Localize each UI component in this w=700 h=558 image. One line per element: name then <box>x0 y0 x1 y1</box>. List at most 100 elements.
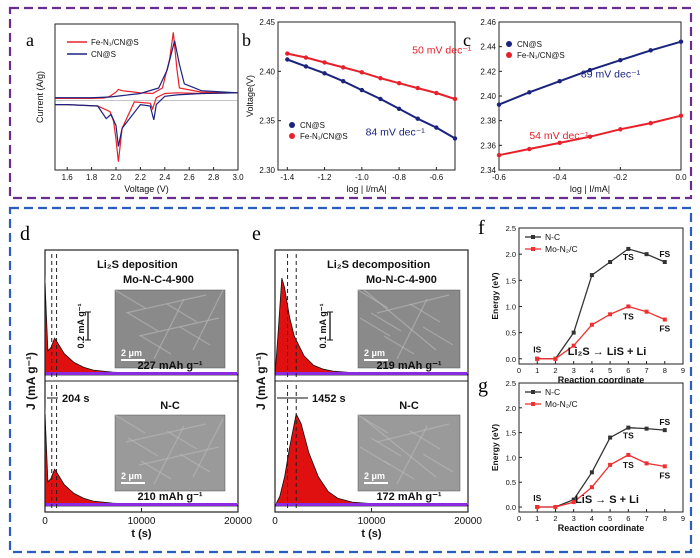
energy-point-g <box>589 485 594 490</box>
x-axis-label-g: Reaction coordinate <box>558 523 645 533</box>
sem-texture-d-top <box>140 335 172 355</box>
legend-label-c: CN@S <box>517 40 542 49</box>
sem-texture-e-bottom <box>376 423 450 443</box>
x-tick-label-b: -1.2 <box>318 173 332 182</box>
tafel-point-c <box>587 134 593 139</box>
reaction-label-g: LiS → S + Li <box>575 494 639 506</box>
energy-line-g <box>537 454 665 508</box>
current-scale-label-e: 0.1 mA g⁻¹ <box>318 304 328 349</box>
sem-texture-e-bottom <box>359 446 391 466</box>
tafel-point-b <box>341 65 346 70</box>
tafel-line-b <box>287 52 456 100</box>
sem-texture-d-top <box>179 326 211 346</box>
tafel-point-c <box>527 146 532 152</box>
tafel-point-b <box>378 96 383 102</box>
slope-label-red-b: 50 mV dec⁻¹ <box>412 45 472 57</box>
bottom-dashed-frame <box>8 206 693 554</box>
energy-line-f <box>537 305 666 360</box>
legend-label-f: N-C <box>545 232 560 242</box>
y-tick-label-g: 1.0 <box>506 453 516 462</box>
tafel-point-b <box>378 76 383 81</box>
tafel-point-c <box>678 113 684 118</box>
tafel-point-c <box>557 79 562 84</box>
x-tick-label-g: 8 <box>663 514 667 523</box>
ts-label-mo-g: TS <box>623 460 634 470</box>
tafel-point-c <box>557 140 562 146</box>
sem-texture-d-bottom <box>114 414 146 434</box>
fs-label-mo-g: FS <box>659 470 670 480</box>
energy-point-f <box>571 343 576 348</box>
ts-label-mo-f: TS <box>623 311 634 321</box>
legend-marker-f <box>531 235 535 239</box>
fs-label-nc-g: FS <box>659 417 670 427</box>
is-label-f: IS <box>533 344 541 354</box>
y-tick-label-c: 2.42 <box>480 67 496 76</box>
x-tick-label-b: -1.0 <box>355 173 369 182</box>
panel-letter-d: d <box>20 223 30 245</box>
tafel-point-c <box>587 67 593 73</box>
y-axis-label-b: Voltage(V) <box>245 75 255 117</box>
sem-texture-e-top <box>359 317 391 337</box>
energy-point-g <box>589 470 594 475</box>
sample-label-top-e: Mo-N-C-4-900 <box>366 274 437 286</box>
sem-texture-e-bottom <box>396 425 428 485</box>
x-tick-label-g: 9 <box>681 514 685 523</box>
y-tick-label-c: 2.36 <box>480 141 496 150</box>
y-tick-label-c: 2.46 <box>480 18 496 27</box>
fill-purple-d <box>46 503 237 506</box>
fill-purple-d <box>46 372 237 375</box>
x-tick-label-f: 6 <box>626 366 630 375</box>
plot-frame-f <box>518 227 684 365</box>
tafel-point-b <box>452 136 458 141</box>
sem-texture-e-top <box>422 326 454 346</box>
tafel-point-b <box>322 71 327 76</box>
tafel-point-b <box>434 125 439 130</box>
panel-letter-f: f <box>478 217 485 239</box>
legend-label-g: N-C <box>545 387 560 397</box>
panel-letter-a: a <box>26 30 34 50</box>
energy-point-g <box>626 425 631 430</box>
fs-label-mo-f: FS <box>659 324 670 334</box>
tafel-point-b <box>434 90 439 96</box>
scale-bar-label-e-bottom: 2 μm <box>364 471 385 481</box>
energy-point-f <box>589 273 594 278</box>
tafel-point-b <box>303 55 309 60</box>
x-tick-label-f: 7 <box>644 366 648 375</box>
y-axis-label-f: Energy (eV) <box>490 272 500 319</box>
tafel-point-b <box>285 51 290 56</box>
x-tick-label-g: 6 <box>626 514 630 523</box>
x-tick-label-d: 20000 <box>224 516 252 527</box>
y-tick-label-c: 2.34 <box>480 166 496 175</box>
energy-point-f <box>608 260 613 264</box>
ts-label-nc-f: TS <box>623 252 634 262</box>
x-tick-label-f: 9 <box>681 366 685 375</box>
x-tick-label-g: 2 <box>553 514 557 523</box>
sem-texture-d-top <box>127 312 159 332</box>
sem-texture-d-bottom <box>153 425 185 485</box>
sem-texture-e-top <box>396 298 428 360</box>
y-tick-label-g: 1.5 <box>506 429 516 438</box>
slope-label-navy-c: 89 mV dec⁻¹ <box>581 69 641 81</box>
legend-marker-g <box>531 402 535 406</box>
energy-point-f <box>535 356 540 361</box>
current-scale-label-d: 0.2 mA g⁻¹ <box>76 304 86 349</box>
sem-texture-e-top <box>370 312 402 332</box>
capacity-label-top-d: 227 mAh g⁻¹ <box>137 360 202 372</box>
panel-letter-e: e <box>252 223 261 245</box>
sem-texture-e-bottom <box>357 414 389 434</box>
x-tick-label-g: 3 <box>572 514 576 523</box>
energy-point-g <box>662 428 667 433</box>
x-tick-label-a: 2.2 <box>135 173 147 182</box>
x-tick-label-e: 0 <box>272 516 278 527</box>
y-tick-label-g: 0.0 <box>506 503 516 512</box>
energy-point-g <box>571 497 576 502</box>
x-tick-label-a: 1.6 <box>62 173 74 182</box>
x-tick-label-f: 2 <box>553 366 557 375</box>
x-tick-label-f: 1 <box>535 366 539 375</box>
energy-point-g <box>626 452 631 457</box>
legend-marker-b <box>289 133 295 139</box>
x-tick-label-g: 5 <box>608 514 612 523</box>
sem-texture-e-top <box>376 294 450 314</box>
energy-point-f <box>626 246 631 251</box>
